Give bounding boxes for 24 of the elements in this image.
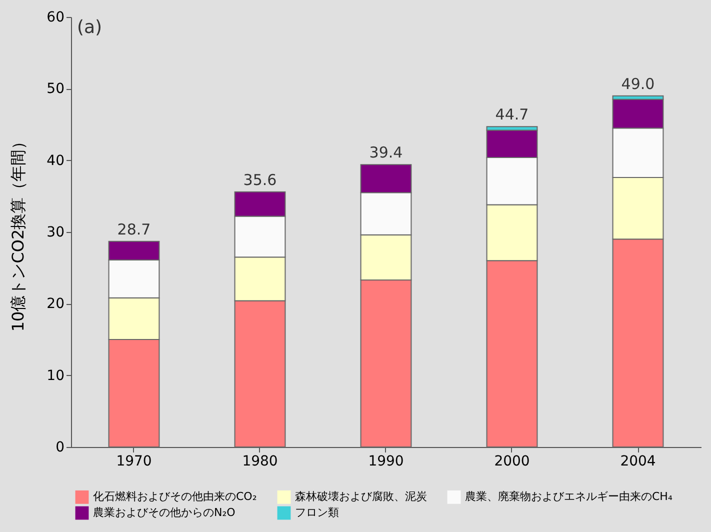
y-tick-label: 40 bbox=[46, 152, 64, 169]
x-tick-label: 1990 bbox=[368, 454, 404, 470]
y-tick-label: 30 bbox=[46, 224, 64, 240]
y-axis-title: 10億トンCO2換算（年間） bbox=[8, 133, 28, 332]
legend-label: フロン類 bbox=[295, 506, 339, 519]
legend-label: 農業およびその他からのN₂O bbox=[93, 506, 236, 519]
y-tick-label: 20 bbox=[46, 296, 64, 312]
legend-label: 森林破壊および腐敗、泥炭 bbox=[295, 490, 427, 504]
annotation: (a) bbox=[77, 17, 102, 38]
total-label: 49.0 bbox=[621, 74, 655, 93]
x-tick-label: 2000 bbox=[494, 454, 530, 470]
x-tick-label: 1980 bbox=[242, 454, 278, 470]
x-tick-label: 1970 bbox=[116, 454, 152, 470]
total-label: 28.7 bbox=[117, 220, 151, 238]
total-label: 44.7 bbox=[495, 106, 529, 124]
legend-label: 化石燃料およびその他由来のCO₂ bbox=[93, 490, 257, 504]
total-label: 39.4 bbox=[369, 144, 403, 162]
y-tick-label: 50 bbox=[46, 81, 64, 98]
y-tick-label: 10 bbox=[46, 368, 64, 384]
y-tick-label: 0 bbox=[56, 440, 64, 456]
y-tick-label: 60 bbox=[46, 10, 64, 26]
x-tick-label: 2004 bbox=[620, 454, 656, 470]
legend-label: 農業、廃棄物およびエネルギー由来のCH₄ bbox=[465, 490, 673, 504]
total-label: 35.6 bbox=[243, 170, 277, 189]
